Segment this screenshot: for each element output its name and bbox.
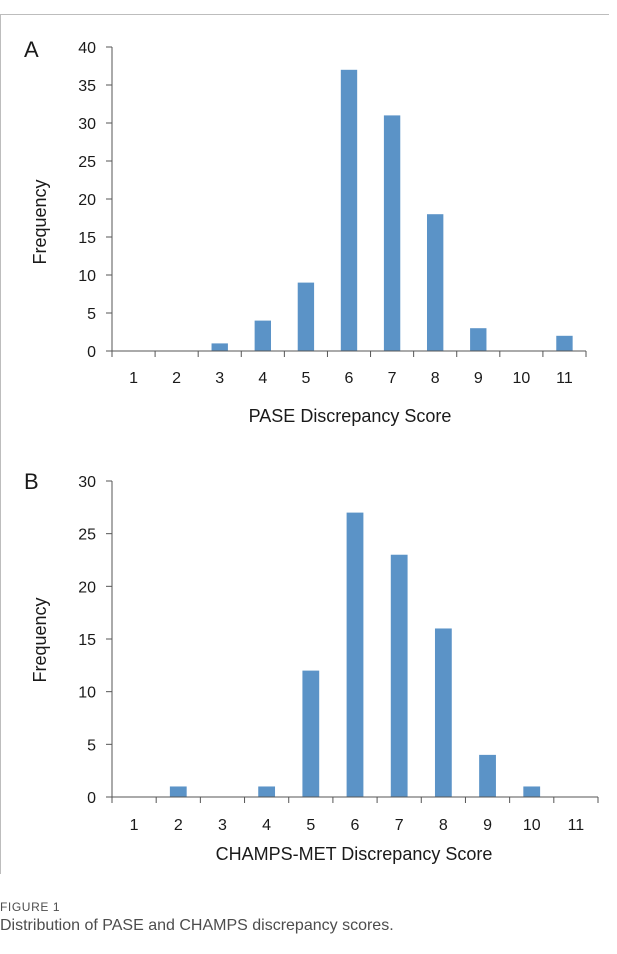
x-tick-label-b-8: 8 [439, 817, 448, 834]
bar-a-7 [383, 115, 401, 352]
y-tick-label-b-5: 5 [87, 737, 96, 754]
y-tick-labels-a: 0 5 10 15 20 25 30 35 40 [78, 40, 96, 361]
x-tick-labels-b: 1 2 3 4 5 6 7 8 9 10 11 [130, 817, 585, 834]
chart-b: B 0 5 10 15 20 25 30 1 2 3 4 5 6 7 8 9 10 11 CHAMPS-MET … [24, 469, 599, 864]
x-tick-label-b-9: 9 [483, 817, 492, 834]
y-tick-label-b-25: 25 [78, 527, 96, 544]
x-tick-label-b-1: 1 [130, 817, 139, 834]
x-tick-label-a-5: 5 [301, 370, 310, 387]
bar-b-2 [169, 786, 187, 797]
x-tick-label-a-6: 6 [345, 370, 354, 387]
x-tick-label-a-2: 2 [172, 370, 181, 387]
x-tick-label-b-10: 10 [523, 817, 541, 834]
y-axis-title-b: Frequency [30, 597, 50, 682]
x-tick-label-a-11: 11 [556, 370, 573, 387]
bar-b-4 [258, 786, 276, 797]
bars-a [211, 69, 573, 352]
chart-a: A 0 5 10 15 20 25 30 35 40 1 2 3 4 5 6 7 8 9 10 11 PASE Di… [24, 37, 587, 426]
y-tick-label-a-5: 5 [87, 306, 96, 323]
y-tick-label-b-15: 15 [78, 632, 96, 649]
y-tick-label-b-0: 0 [87, 790, 96, 807]
bar-a-4 [254, 320, 271, 351]
y-tick-label-a-40: 40 [78, 40, 96, 57]
x-tick-label-a-8: 8 [431, 370, 440, 387]
figure-frame-left [0, 14, 1, 874]
panel-letter-b: B [24, 469, 39, 494]
x-tick-label-a-9: 9 [474, 370, 483, 387]
bar-a-8 [426, 214, 444, 351]
bar-b-9 [479, 754, 496, 797]
x-tick-label-a-1: 1 [129, 370, 138, 387]
y-tick-label-a-0: 0 [87, 344, 96, 361]
y-tick-label-b-10: 10 [78, 685, 96, 702]
y-tick-label-a-30: 30 [78, 116, 96, 133]
x-axis-title-a: PASE Discrepancy Score [249, 406, 452, 426]
axes-b [106, 480, 599, 803]
bar-a-11 [556, 335, 573, 351]
x-tick-label-b-6: 6 [351, 817, 360, 834]
x-tick-label-a-3: 3 [215, 370, 224, 387]
y-tick-label-a-35: 35 [78, 78, 96, 95]
x-tick-label-b-4: 4 [262, 817, 271, 834]
x-tick-label-b-2: 2 [174, 817, 183, 834]
x-tick-label-b-7: 7 [395, 817, 404, 834]
y-tick-label-b-20: 20 [78, 579, 96, 596]
y-tick-label-a-15: 15 [78, 230, 96, 247]
bars-b [169, 512, 541, 797]
bar-b-7 [390, 554, 408, 797]
x-tick-label-a-4: 4 [258, 370, 267, 387]
bar-b-6 [346, 512, 364, 797]
bar-a-3 [211, 343, 228, 351]
x-tick-label-b-5: 5 [306, 817, 315, 834]
y-axis-title-a: Frequency [30, 179, 50, 264]
x-tick-label-b-3: 3 [218, 817, 227, 834]
x-tick-label-a-10: 10 [512, 370, 530, 387]
y-tick-label-a-10: 10 [78, 268, 96, 285]
x-tick-label-b-11: 11 [568, 817, 585, 834]
figure-frame-top [0, 14, 609, 15]
figure-caption: Distribution of PASE and CHAMPS discrepa… [0, 917, 394, 934]
axes-a [106, 46, 587, 357]
y-tick-labels-b: 0 5 10 15 20 25 30 [78, 474, 96, 807]
bar-b-5 [302, 670, 320, 797]
bar-a-6 [340, 69, 358, 352]
bar-b-8 [434, 628, 452, 797]
y-tick-label-a-20: 20 [78, 192, 96, 209]
bar-a-5 [297, 282, 315, 351]
bar-a-9 [470, 328, 487, 351]
panel-letter-a: A [24, 37, 39, 62]
y-tick-label-a-25: 25 [78, 154, 96, 171]
y-tick-label-b-30: 30 [78, 474, 96, 491]
bar-b-10 [523, 786, 541, 797]
x-tick-label-a-7: 7 [388, 370, 397, 387]
x-tick-labels-a: 1 2 3 4 5 6 7 8 9 10 11 [129, 370, 573, 387]
figure-label: FIGURE 1 [0, 900, 61, 914]
x-axis-title-b: CHAMPS-MET Discrepancy Score [216, 844, 493, 864]
